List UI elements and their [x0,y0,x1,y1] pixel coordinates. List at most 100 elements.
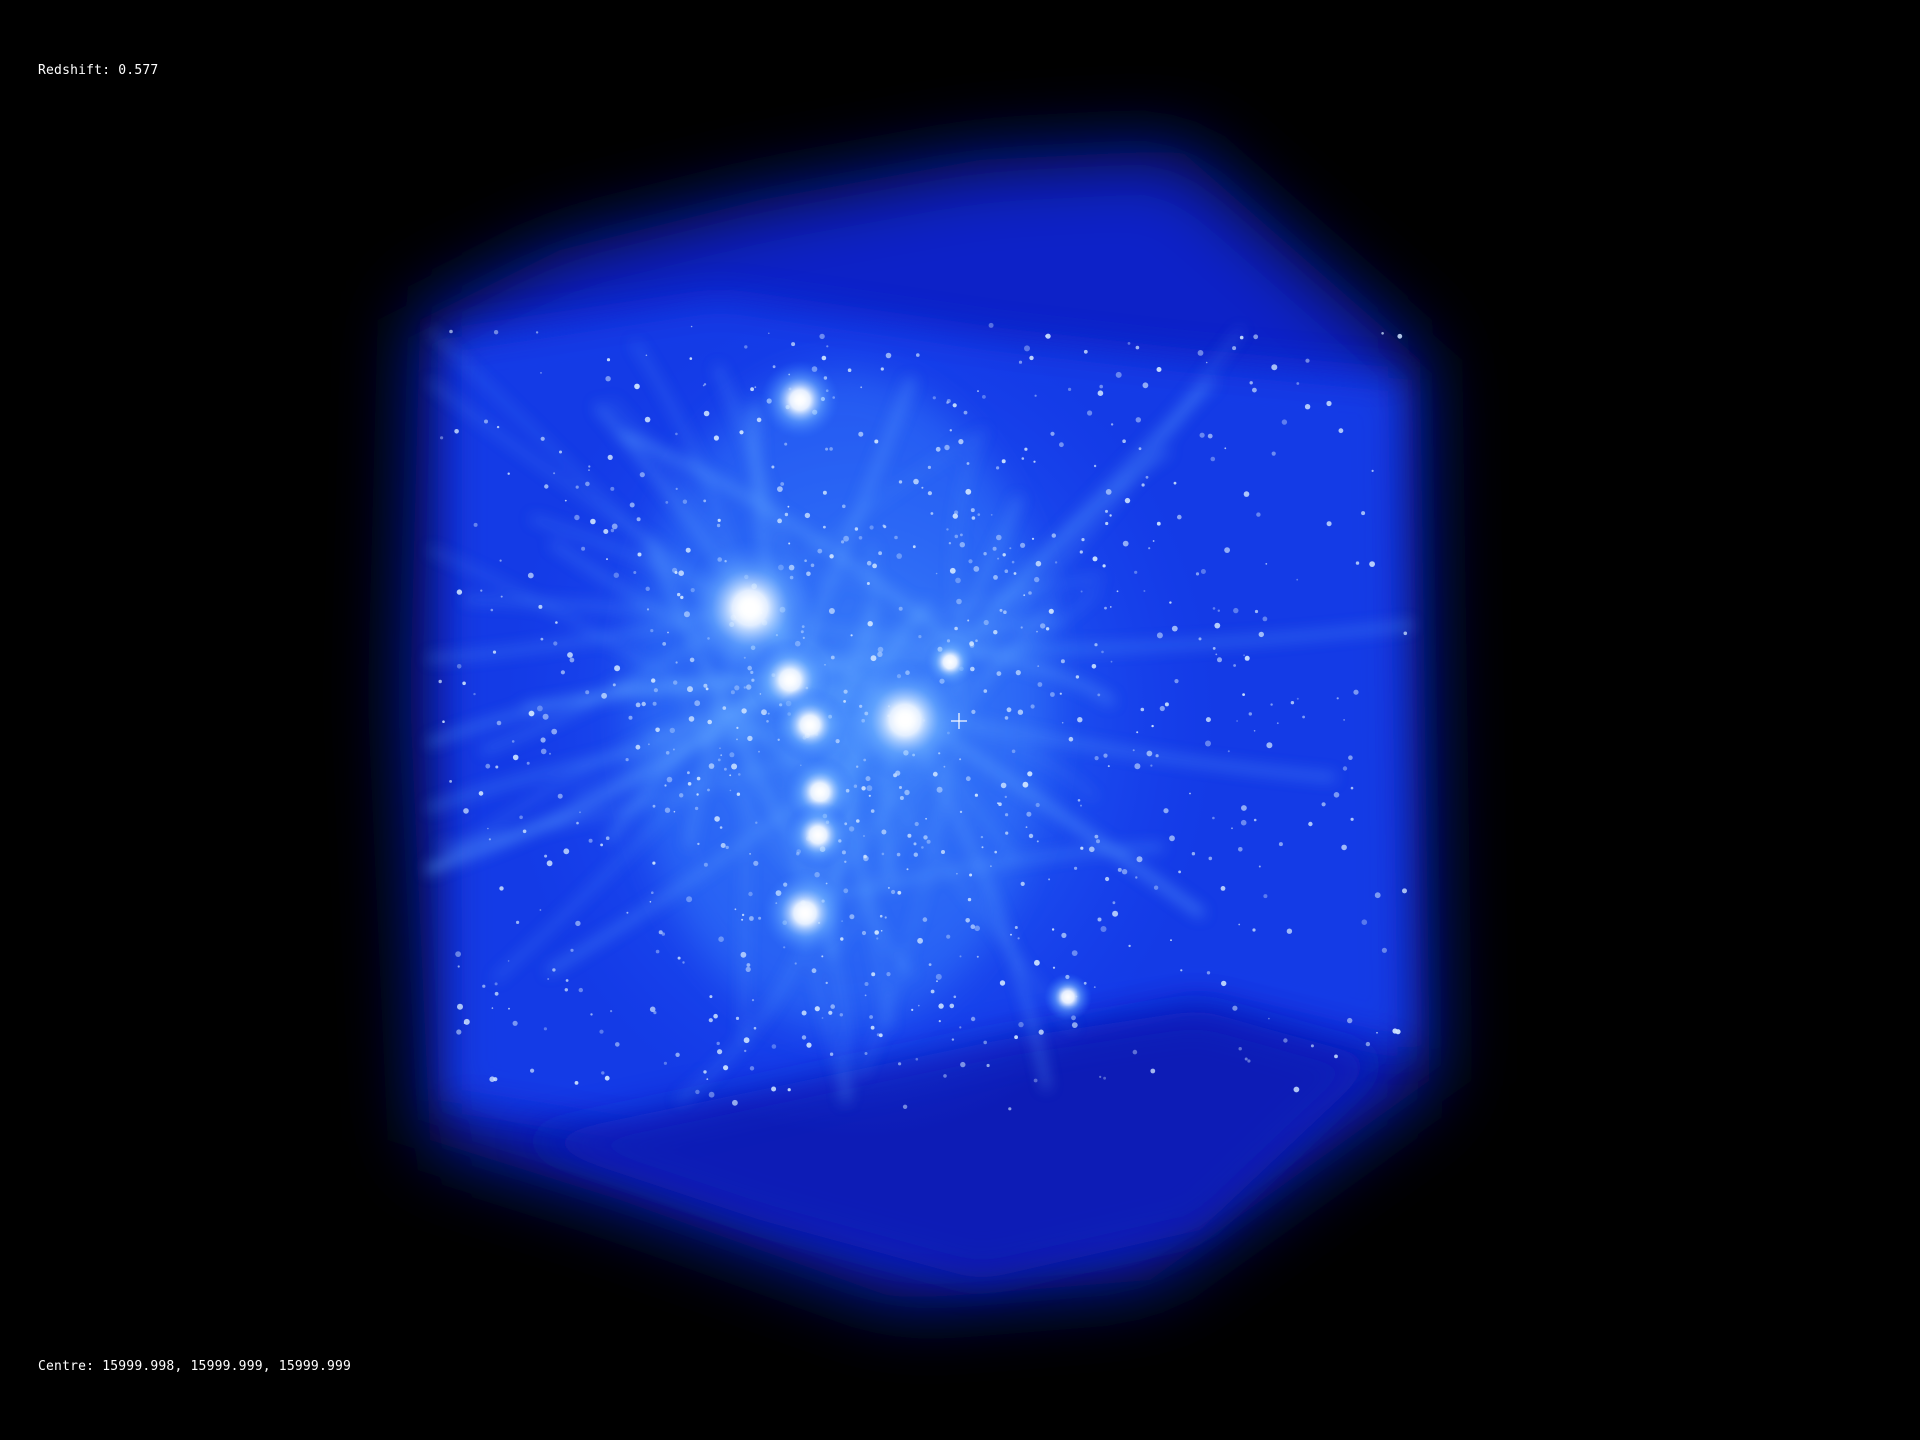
galaxy-point [635,702,641,708]
galaxy-point [881,829,887,835]
galaxy-point [1253,730,1256,732]
galaxy-point [1017,709,1024,715]
galaxy-point [1233,664,1236,667]
galaxy-point [717,518,721,523]
galaxy-point [974,793,979,797]
galaxy-point [861,786,866,791]
galaxy-point [1015,670,1021,676]
galaxy-point [969,873,973,877]
galaxy-point [992,546,997,551]
galaxy-point [753,860,759,866]
galaxy-point [540,637,544,641]
galaxy-point [1173,481,1177,485]
galaxy-point [749,853,751,855]
galaxy-point [1189,792,1191,795]
galaxy-point [1224,447,1227,450]
galaxy-point [664,807,671,813]
galaxy-point [902,1104,908,1110]
galaxy-point [1061,721,1064,724]
galaxy-point [959,1026,962,1029]
galaxy-point [709,995,713,999]
galaxy-point [994,850,997,854]
galaxy-point [1365,1041,1371,1047]
galaxy-point [999,608,1003,612]
galaxy-point [811,968,817,974]
galaxy-point [874,439,879,444]
galaxy-point [883,525,887,529]
galaxy-point [898,1062,902,1066]
galaxy-point [1155,754,1159,758]
galaxy-point [959,955,962,958]
galaxy-point [897,890,902,895]
galaxy-point [921,486,924,489]
galaxy-point [689,657,695,663]
galaxy-point [569,657,575,663]
galaxy-point [1249,381,1253,385]
galaxy-point [968,559,973,564]
galaxy-point [1153,885,1159,890]
galaxy-point [996,466,1000,470]
galaxy-point [651,678,656,683]
galaxy-point [707,719,712,725]
galaxy-point [679,793,684,798]
galaxy-point [613,572,619,578]
galaxy-point [911,1008,914,1012]
galaxy-point [959,542,965,548]
galaxy-point [969,641,974,647]
galaxy-point [918,1004,920,1007]
galaxy-point [1361,919,1368,925]
redshift-label: Redshift: [38,63,111,78]
galaxy-point [741,708,747,714]
galaxy-point [1101,650,1104,654]
galaxy-point [1104,606,1107,610]
galaxy-point [936,980,938,983]
galaxy-point [1240,819,1247,826]
galaxy-point [1021,457,1025,460]
galaxy-point [1244,655,1250,661]
galaxy-point [747,735,753,742]
galaxy-point [946,401,949,404]
galaxy-point [673,810,676,813]
galaxy-point [1141,483,1145,487]
galaxy-point [741,913,745,917]
galaxy-point [754,386,757,389]
galaxy-point [1080,804,1082,807]
galaxy-point [1142,382,1149,389]
galaxy-point [829,447,833,451]
galaxy-point [1102,564,1106,568]
galaxy-point [970,1016,976,1022]
galaxy-point [707,788,710,792]
galaxy-point [730,690,735,695]
galaxy-point [743,686,746,689]
galaxy-point [854,527,859,531]
galaxy-point [990,514,993,516]
galaxy-point [677,592,681,597]
galaxy-point [930,512,934,515]
galaxy-point [455,951,461,957]
galaxy-point [1208,856,1213,861]
galaxy-point [1081,538,1085,542]
galaxy-point [495,765,499,769]
galaxy-point [607,454,613,460]
filament [426,676,794,873]
galaxy-point [922,917,928,922]
galaxy-point [967,897,972,902]
galaxy-point [1252,928,1256,932]
galaxy-point [723,1065,729,1071]
galaxy-point [1215,653,1218,656]
galaxy-point [1136,856,1143,863]
galaxy-point [1004,795,1007,799]
galaxy-point [685,547,691,553]
galaxy-point [1276,722,1279,725]
galaxy-point [1252,387,1257,393]
galaxy-point [544,484,549,489]
galaxy-point [1321,802,1326,807]
galaxy-point [574,514,580,521]
galaxy-point [753,1026,757,1030]
galaxy-point [694,806,699,811]
galaxy-point [1371,469,1374,472]
galaxy-point [612,683,616,687]
galaxy-point [482,984,486,988]
